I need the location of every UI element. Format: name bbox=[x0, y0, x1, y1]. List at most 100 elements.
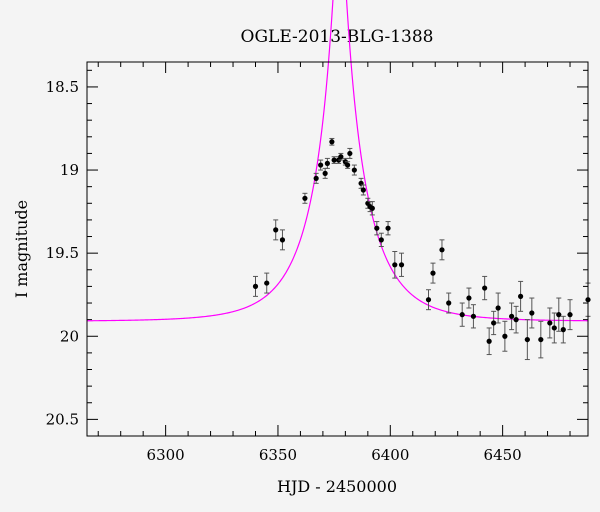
y-tick-label: 18.5 bbox=[46, 78, 79, 96]
y-tick-label: 19 bbox=[60, 161, 79, 179]
data-point bbox=[369, 201, 375, 216]
data-marker bbox=[459, 312, 465, 318]
data-marker bbox=[318, 162, 324, 168]
data-marker bbox=[338, 154, 344, 160]
data-point bbox=[551, 312, 557, 344]
data-point bbox=[509, 302, 515, 331]
data-marker bbox=[425, 297, 432, 303]
data-marker bbox=[273, 227, 279, 233]
data-point bbox=[264, 272, 270, 294]
data-point bbox=[252, 275, 259, 297]
y-tick-label: 19.5 bbox=[46, 244, 79, 262]
data-point bbox=[556, 297, 562, 332]
data-point bbox=[567, 299, 573, 331]
data-marker bbox=[360, 187, 366, 193]
data-point bbox=[331, 156, 337, 164]
chart-title: OGLE-2013-BLG-1388 bbox=[241, 27, 434, 47]
data-marker bbox=[547, 320, 553, 326]
data-marker bbox=[324, 160, 330, 166]
data-point bbox=[502, 320, 508, 352]
data-marker bbox=[385, 225, 391, 231]
data-marker bbox=[470, 313, 477, 319]
data-point bbox=[273, 219, 279, 241]
data-point bbox=[491, 310, 497, 336]
data-marker bbox=[329, 139, 335, 145]
data-point bbox=[470, 304, 477, 329]
axis-ticks bbox=[87, 62, 588, 437]
data-point bbox=[313, 172, 319, 184]
x-tick-label: 6300 bbox=[147, 446, 185, 464]
data-point bbox=[378, 232, 384, 248]
data-point bbox=[524, 319, 530, 361]
data-point bbox=[360, 184, 366, 196]
data-point bbox=[345, 161, 351, 169]
x-axis-label: HJD - 2450000 bbox=[277, 477, 397, 496]
data-marker bbox=[518, 293, 524, 299]
data-point bbox=[513, 305, 519, 334]
data-marker bbox=[347, 150, 353, 157]
data-marker bbox=[513, 317, 519, 323]
data-point bbox=[398, 252, 405, 277]
data-marker bbox=[551, 325, 557, 331]
data-marker bbox=[560, 327, 566, 333]
data-marker bbox=[524, 336, 530, 343]
data-point bbox=[329, 137, 335, 146]
data-marker bbox=[502, 333, 508, 339]
data-layer bbox=[252, 137, 591, 361]
data-point bbox=[466, 287, 472, 309]
y-axis-label: I magnitude bbox=[12, 200, 31, 298]
data-point bbox=[385, 221, 391, 236]
data-marker bbox=[482, 285, 488, 291]
y-tick-label: 20.5 bbox=[46, 410, 79, 428]
y-tick-label: 20 bbox=[60, 327, 79, 345]
data-point bbox=[518, 280, 524, 312]
data-point bbox=[322, 167, 328, 179]
data-point bbox=[547, 307, 553, 339]
data-point bbox=[439, 239, 445, 261]
data-marker bbox=[351, 167, 357, 173]
plot-frame bbox=[86, 61, 589, 437]
data-point bbox=[318, 159, 324, 171]
data-marker bbox=[509, 313, 515, 319]
data-marker bbox=[486, 338, 492, 344]
data-point bbox=[495, 292, 501, 324]
data-marker bbox=[491, 320, 497, 326]
data-marker bbox=[392, 262, 398, 268]
data-marker bbox=[313, 175, 319, 181]
data-point bbox=[538, 320, 544, 359]
data-marker bbox=[331, 157, 337, 163]
data-point bbox=[279, 229, 286, 251]
data-point bbox=[392, 250, 398, 279]
data-point bbox=[347, 147, 353, 159]
data-marker bbox=[374, 225, 380, 231]
data-marker bbox=[279, 237, 286, 243]
data-marker bbox=[264, 280, 270, 286]
data-point bbox=[446, 292, 452, 314]
axis-tick-labels: 6300 6350 6400 6450 18.5 19 19.5 20 20.5 bbox=[46, 78, 522, 464]
model-layer bbox=[86, 0, 589, 322]
data-point bbox=[529, 297, 535, 329]
data-point bbox=[459, 302, 465, 327]
data-marker bbox=[398, 262, 405, 268]
data-point bbox=[560, 315, 566, 344]
data-marker bbox=[495, 305, 501, 311]
x-tick-label: 6350 bbox=[259, 446, 297, 464]
data-point bbox=[351, 164, 357, 176]
data-point bbox=[425, 289, 432, 311]
data-marker bbox=[322, 170, 328, 176]
x-tick-label: 6450 bbox=[484, 446, 522, 464]
data-marker bbox=[302, 195, 308, 201]
data-marker bbox=[567, 312, 573, 318]
data-point bbox=[486, 327, 492, 356]
x-tick-label: 6400 bbox=[371, 446, 409, 464]
data-marker bbox=[252, 283, 259, 289]
data-point bbox=[324, 157, 330, 169]
data-point bbox=[338, 152, 344, 161]
data-marker bbox=[439, 247, 445, 253]
data-marker bbox=[529, 310, 535, 316]
data-marker bbox=[538, 336, 544, 343]
model-curve bbox=[86, 0, 589, 322]
data-point bbox=[302, 192, 308, 204]
data-point bbox=[482, 275, 488, 301]
